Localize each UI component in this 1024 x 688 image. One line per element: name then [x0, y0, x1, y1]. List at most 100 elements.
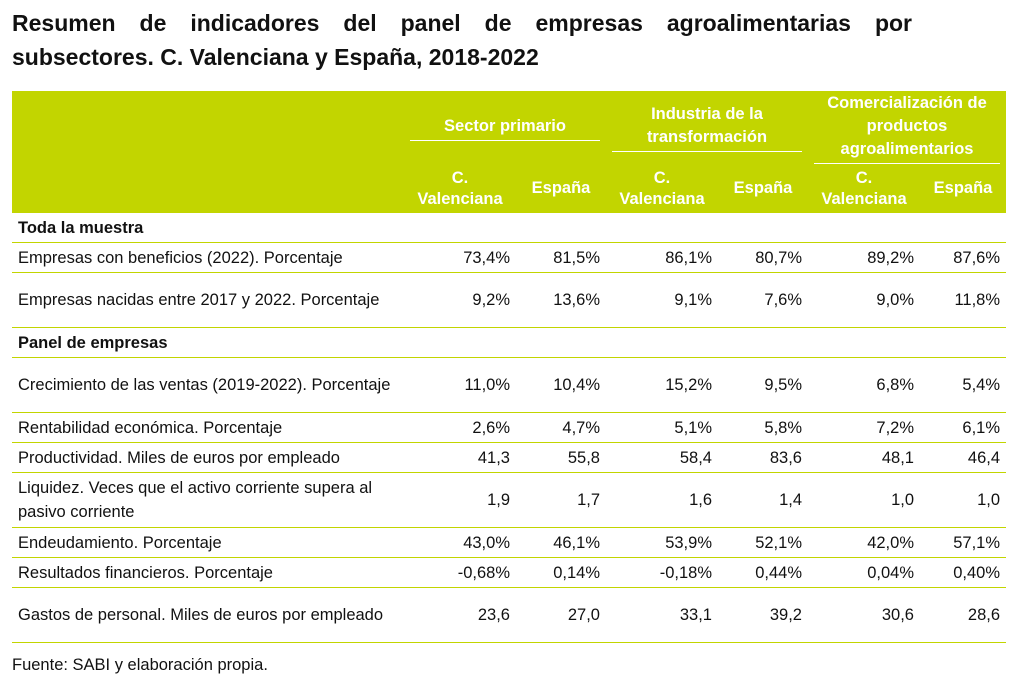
- row-value: 7,6%: [718, 272, 808, 328]
- row-value: 13,6%: [516, 272, 606, 328]
- row-value: 1,0: [920, 472, 1007, 528]
- header-group-industria: Industria de la transformación: [606, 91, 808, 164]
- row-value: 30,6: [808, 587, 920, 643]
- row-value: 41,3: [404, 442, 516, 473]
- row-label: Resultados financieros. Porcentaje: [12, 557, 404, 588]
- row-value: 6,8%: [808, 357, 920, 413]
- row-value: 5,8%: [718, 412, 808, 443]
- row-value: [920, 213, 1007, 243]
- row-value: 1,9: [404, 472, 516, 528]
- row-value: 5,1%: [606, 412, 718, 443]
- header-col-es: España: [516, 164, 606, 213]
- row-value: 1,0: [808, 472, 920, 528]
- row-value: 15,2%: [606, 357, 718, 413]
- row-value: 86,1%: [606, 242, 718, 273]
- section-row: Panel de empresas: [12, 327, 1007, 358]
- row-value: -0,68%: [404, 557, 516, 588]
- table-row: Resultados financieros. Porcentaje -0,68…: [12, 557, 1007, 588]
- table-row: Gastos de personal. Miles de euros por e…: [12, 587, 1007, 643]
- section-row: Toda la muestra: [12, 213, 1007, 243]
- header-col-es: España: [718, 164, 808, 213]
- table-row: Liquidez. Veces que el activo corriente …: [12, 472, 1007, 528]
- row-value: [718, 213, 808, 243]
- row-value: [516, 327, 606, 358]
- row-label: Panel de empresas: [12, 327, 404, 358]
- row-label: Empresas con beneficios (2022). Porcenta…: [12, 242, 404, 273]
- table-row: Empresas con beneficios (2022). Porcenta…: [12, 242, 1007, 273]
- row-value: 89,2%: [808, 242, 920, 273]
- row-value: 1,7: [516, 472, 606, 528]
- row-value: 58,4: [606, 442, 718, 473]
- row-label: Empresas nacidas entre 2017 y 2022. Porc…: [12, 272, 404, 328]
- page-title: Resumen de indicadores del panel de empr…: [12, 10, 912, 70]
- header-col-es: España: [920, 164, 1007, 213]
- row-value: 43,0%: [404, 527, 516, 558]
- row-value: 46,1%: [516, 527, 606, 558]
- table-row: Empresas nacidas entre 2017 y 2022. Porc…: [12, 272, 1007, 328]
- row-value: 0,40%: [920, 557, 1007, 588]
- table-row: Productividad. Miles de euros por emplea…: [12, 442, 1007, 473]
- row-value: 57,1%: [920, 527, 1007, 558]
- row-value: 9,2%: [404, 272, 516, 328]
- header-col-cv: C. Valenciana: [404, 164, 516, 213]
- row-value: 73,4%: [404, 242, 516, 273]
- header-group-comercializacion: Comercialización de productos agroalimen…: [808, 91, 1007, 164]
- row-label: Rentabilidad económica. Porcentaje: [12, 412, 404, 443]
- row-value: 48,1: [808, 442, 920, 473]
- row-label: Crecimiento de las ventas (2019-2022). P…: [12, 357, 404, 413]
- header-row-regions: C. Valenciana España C. Valenciana Españ…: [12, 164, 1007, 213]
- row-value: 33,1: [606, 587, 718, 643]
- row-value: 1,4: [718, 472, 808, 528]
- row-value: 27,0: [516, 587, 606, 643]
- row-label: Toda la muestra: [12, 213, 404, 243]
- row-value: 55,8: [516, 442, 606, 473]
- row-value: 23,6: [404, 587, 516, 643]
- row-value: 28,6: [920, 587, 1007, 643]
- header-col-cv: C. Valenciana: [606, 164, 718, 213]
- row-value: -0,18%: [606, 557, 718, 588]
- row-label: Liquidez. Veces que el activo corriente …: [12, 472, 404, 528]
- row-value: 9,1%: [606, 272, 718, 328]
- row-label: Productividad. Miles de euros por emplea…: [12, 442, 404, 473]
- row-value: 52,1%: [718, 527, 808, 558]
- row-value: 0,44%: [718, 557, 808, 588]
- row-value: 42,0%: [808, 527, 920, 558]
- row-value: 81,5%: [516, 242, 606, 273]
- row-value: 2,6%: [404, 412, 516, 443]
- header-col-cv: C. Valenciana: [808, 164, 920, 213]
- row-value: [516, 213, 606, 243]
- row-label: Gastos de personal. Miles de euros por e…: [12, 587, 404, 643]
- row-value: 11,0%: [404, 357, 516, 413]
- row-value: 83,6: [718, 442, 808, 473]
- header-empty-cell: [12, 91, 404, 164]
- row-value: 0,04%: [808, 557, 920, 588]
- row-value: 46,4: [920, 442, 1007, 473]
- row-value: 9,5%: [718, 357, 808, 413]
- header-row-groups: Sector primario Industria de la transfor…: [12, 91, 1007, 164]
- row-value: 9,0%: [808, 272, 920, 328]
- header-group-sector-primario: Sector primario: [404, 91, 606, 164]
- row-value: [404, 213, 516, 243]
- row-value: 87,6%: [920, 242, 1007, 273]
- header-empty-cell: [12, 164, 404, 213]
- row-value: 53,9%: [606, 527, 718, 558]
- table-row: Rentabilidad económica. Porcentaje 2,6% …: [12, 412, 1007, 443]
- row-value: [718, 327, 808, 358]
- row-value: [808, 213, 920, 243]
- row-value: [606, 327, 718, 358]
- row-value: 5,4%: [920, 357, 1007, 413]
- row-value: 4,7%: [516, 412, 606, 443]
- row-value: [808, 327, 920, 358]
- row-value: 7,2%: [808, 412, 920, 443]
- table-row: Endeudamiento. Porcentaje 43,0% 46,1% 53…: [12, 527, 1007, 558]
- row-value: 11,8%: [920, 272, 1007, 328]
- row-value: 10,4%: [516, 357, 606, 413]
- source-note: Fuente: SABI y elaboración propia.: [12, 656, 268, 674]
- row-value: 1,6: [606, 472, 718, 528]
- row-value: 0,14%: [516, 557, 606, 588]
- indicators-table: Sector primario Industria de la transfor…: [12, 91, 1007, 643]
- row-value: [920, 327, 1007, 358]
- table-row: Crecimiento de las ventas (2019-2022). P…: [12, 357, 1007, 413]
- row-value: [404, 327, 516, 358]
- row-value: 80,7%: [718, 242, 808, 273]
